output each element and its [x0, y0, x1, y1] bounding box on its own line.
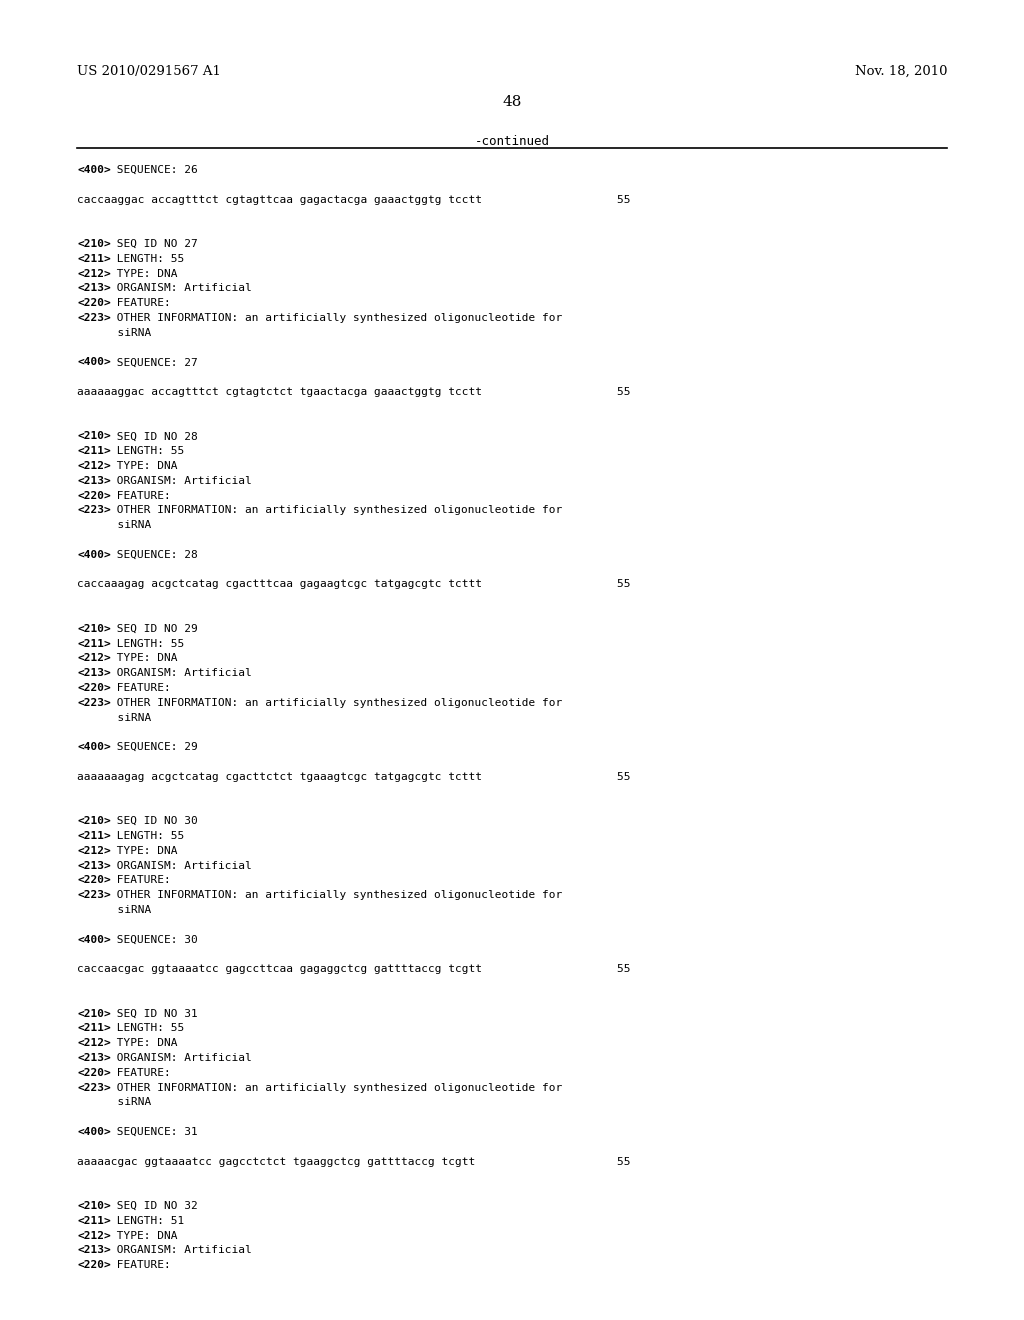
Text: ORGANISM: Artificial: ORGANISM: Artificial: [111, 1053, 252, 1063]
Text: caccaacgac ggtaaaatcc gagccttcaa gagaggctcg gattttaccg tcgtt                    : caccaacgac ggtaaaatcc gagccttcaa gagaggc…: [77, 964, 631, 974]
Text: OTHER INFORMATION: an artificially synthesized oligonucleotide for: OTHER INFORMATION: an artificially synth…: [111, 698, 562, 708]
Text: <211>: <211>: [77, 832, 111, 841]
Text: siRNA: siRNA: [77, 520, 152, 531]
Text: SEQ ID NO 28: SEQ ID NO 28: [111, 432, 198, 441]
Text: <220>: <220>: [77, 1068, 111, 1078]
Text: FEATURE:: FEATURE:: [111, 682, 171, 693]
Text: OTHER INFORMATION: an artificially synthesized oligonucleotide for: OTHER INFORMATION: an artificially synth…: [111, 313, 562, 323]
Text: <213>: <213>: [77, 1245, 111, 1255]
Text: SEQUENCE: 29: SEQUENCE: 29: [111, 742, 198, 752]
Text: <400>: <400>: [77, 358, 111, 367]
Text: Nov. 18, 2010: Nov. 18, 2010: [854, 65, 947, 78]
Text: <213>: <213>: [77, 861, 111, 871]
Text: <211>: <211>: [77, 253, 111, 264]
Text: siRNA: siRNA: [77, 906, 152, 915]
Text: SEQ ID NO 32: SEQ ID NO 32: [111, 1201, 198, 1210]
Text: <223>: <223>: [77, 890, 111, 900]
Text: SEQUENCE: 26: SEQUENCE: 26: [111, 165, 198, 176]
Text: SEQUENCE: 30: SEQUENCE: 30: [111, 935, 198, 945]
Text: <400>: <400>: [77, 935, 111, 945]
Text: FEATURE:: FEATURE:: [111, 298, 171, 308]
Text: SEQ ID NO 29: SEQ ID NO 29: [111, 624, 198, 634]
Text: ORGANISM: Artificial: ORGANISM: Artificial: [111, 668, 252, 678]
Text: OTHER INFORMATION: an artificially synthesized oligonucleotide for: OTHER INFORMATION: an artificially synth…: [111, 1082, 562, 1093]
Text: LENGTH: 55: LENGTH: 55: [111, 446, 184, 457]
Text: <212>: <212>: [77, 268, 111, 279]
Text: <220>: <220>: [77, 1261, 111, 1270]
Text: <213>: <213>: [77, 1053, 111, 1063]
Text: <220>: <220>: [77, 298, 111, 308]
Text: <212>: <212>: [77, 653, 111, 664]
Text: <223>: <223>: [77, 1082, 111, 1093]
Text: TYPE: DNA: TYPE: DNA: [111, 268, 178, 279]
Text: <210>: <210>: [77, 624, 111, 634]
Text: siRNA: siRNA: [77, 1097, 152, 1107]
Text: <210>: <210>: [77, 432, 111, 441]
Text: <220>: <220>: [77, 491, 111, 500]
Text: ORGANISM: Artificial: ORGANISM: Artificial: [111, 1245, 252, 1255]
Text: TYPE: DNA: TYPE: DNA: [111, 1039, 178, 1048]
Text: siRNA: siRNA: [77, 713, 152, 722]
Text: <211>: <211>: [77, 446, 111, 457]
Text: TYPE: DNA: TYPE: DNA: [111, 461, 178, 471]
Text: siRNA: siRNA: [77, 327, 152, 338]
Text: ORGANISM: Artificial: ORGANISM: Artificial: [111, 861, 252, 871]
Text: <210>: <210>: [77, 239, 111, 249]
Text: caccaaagag acgctcatag cgactttcaa gagaagtcgc tatgagcgtc tcttt                    : caccaaagag acgctcatag cgactttcaa gagaagt…: [77, 579, 631, 590]
Text: FEATURE:: FEATURE:: [111, 1261, 171, 1270]
Text: <223>: <223>: [77, 506, 111, 515]
Text: <400>: <400>: [77, 550, 111, 560]
Text: <223>: <223>: [77, 698, 111, 708]
Text: OTHER INFORMATION: an artificially synthesized oligonucleotide for: OTHER INFORMATION: an artificially synth…: [111, 890, 562, 900]
Text: ORGANISM: Artificial: ORGANISM: Artificial: [111, 284, 252, 293]
Text: <210>: <210>: [77, 816, 111, 826]
Text: <210>: <210>: [77, 1201, 111, 1210]
Text: ORGANISM: Artificial: ORGANISM: Artificial: [111, 475, 252, 486]
Text: <213>: <213>: [77, 475, 111, 486]
Text: LENGTH: 55: LENGTH: 55: [111, 832, 184, 841]
Text: caccaaggac accagtttct cgtagttcaa gagactacga gaaactggtg tcctt                    : caccaaggac accagtttct cgtagttcaa gagacta…: [77, 194, 631, 205]
Text: <212>: <212>: [77, 1039, 111, 1048]
Text: <213>: <213>: [77, 668, 111, 678]
Text: LENGTH: 55: LENGTH: 55: [111, 1023, 184, 1034]
Text: FEATURE:: FEATURE:: [111, 875, 171, 886]
Text: aaaaaaagag acgctcatag cgacttctct tgaaagtcgc tatgagcgtc tcttt                    : aaaaaaagag acgctcatag cgacttctct tgaaagt…: [77, 772, 631, 781]
Text: <212>: <212>: [77, 846, 111, 855]
Text: <220>: <220>: [77, 682, 111, 693]
Text: <400>: <400>: [77, 1127, 111, 1137]
Text: <211>: <211>: [77, 1216, 111, 1226]
Text: SEQ ID NO 27: SEQ ID NO 27: [111, 239, 198, 249]
Text: LENGTH: 55: LENGTH: 55: [111, 639, 184, 648]
Text: <213>: <213>: [77, 284, 111, 293]
Text: OTHER INFORMATION: an artificially synthesized oligonucleotide for: OTHER INFORMATION: an artificially synth…: [111, 506, 562, 515]
Text: SEQUENCE: 27: SEQUENCE: 27: [111, 358, 198, 367]
Text: TYPE: DNA: TYPE: DNA: [111, 653, 178, 664]
Text: 48: 48: [503, 95, 521, 110]
Text: SEQUENCE: 31: SEQUENCE: 31: [111, 1127, 198, 1137]
Text: -continued: -continued: [474, 135, 550, 148]
Text: <212>: <212>: [77, 461, 111, 471]
Text: TYPE: DNA: TYPE: DNA: [111, 846, 178, 855]
Text: aaaaacgac ggtaaaatcc gagcctctct tgaaggctcg gattttaccg tcgtt                     : aaaaacgac ggtaaaatcc gagcctctct tgaaggct…: [77, 1156, 631, 1167]
Text: <210>: <210>: [77, 1008, 111, 1019]
Text: LENGTH: 51: LENGTH: 51: [111, 1216, 184, 1226]
Text: <212>: <212>: [77, 1230, 111, 1241]
Text: FEATURE:: FEATURE:: [111, 1068, 171, 1078]
Text: TYPE: DNA: TYPE: DNA: [111, 1230, 178, 1241]
Text: US 2010/0291567 A1: US 2010/0291567 A1: [77, 65, 221, 78]
Text: LENGTH: 55: LENGTH: 55: [111, 253, 184, 264]
Text: SEQ ID NO 31: SEQ ID NO 31: [111, 1008, 198, 1019]
Text: aaaaaaggac accagtttct cgtagtctct tgaactacga gaaactggtg tcctt                    : aaaaaaggac accagtttct cgtagtctct tgaacta…: [77, 387, 631, 397]
Text: SEQ ID NO 30: SEQ ID NO 30: [111, 816, 198, 826]
Text: <400>: <400>: [77, 742, 111, 752]
Text: <220>: <220>: [77, 875, 111, 886]
Text: FEATURE:: FEATURE:: [111, 491, 171, 500]
Text: <223>: <223>: [77, 313, 111, 323]
Text: <400>: <400>: [77, 165, 111, 176]
Text: <211>: <211>: [77, 1023, 111, 1034]
Text: SEQUENCE: 28: SEQUENCE: 28: [111, 550, 198, 560]
Text: <211>: <211>: [77, 639, 111, 648]
